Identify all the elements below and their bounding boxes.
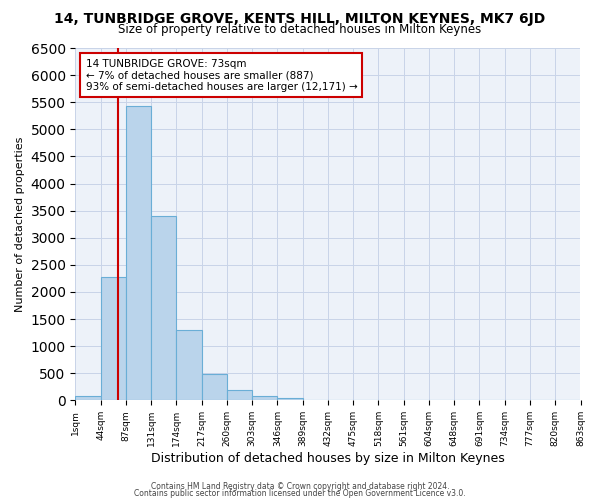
Bar <box>101 278 126 400</box>
Bar <box>151 216 176 400</box>
X-axis label: Distribution of detached houses by size in Milton Keynes: Distribution of detached houses by size … <box>151 452 505 465</box>
Text: 14, TUNBRIDGE GROVE, KENTS HILL, MILTON KEYNES, MK7 6JD: 14, TUNBRIDGE GROVE, KENTS HILL, MILTON … <box>55 12 545 26</box>
Bar <box>277 398 302 400</box>
Bar <box>176 330 202 400</box>
Text: Contains public sector information licensed under the Open Government Licence v3: Contains public sector information licen… <box>134 489 466 498</box>
Bar <box>227 390 252 400</box>
Text: Contains HM Land Registry data © Crown copyright and database right 2024.: Contains HM Land Registry data © Crown c… <box>151 482 449 491</box>
Bar <box>252 396 277 400</box>
Bar <box>202 374 227 400</box>
Bar <box>76 396 101 400</box>
Text: 14 TUNBRIDGE GROVE: 73sqm
← 7% of detached houses are smaller (887)
93% of semi-: 14 TUNBRIDGE GROVE: 73sqm ← 7% of detach… <box>86 58 357 92</box>
Bar <box>126 106 151 401</box>
Y-axis label: Number of detached properties: Number of detached properties <box>15 136 25 312</box>
Text: Size of property relative to detached houses in Milton Keynes: Size of property relative to detached ho… <box>118 22 482 36</box>
